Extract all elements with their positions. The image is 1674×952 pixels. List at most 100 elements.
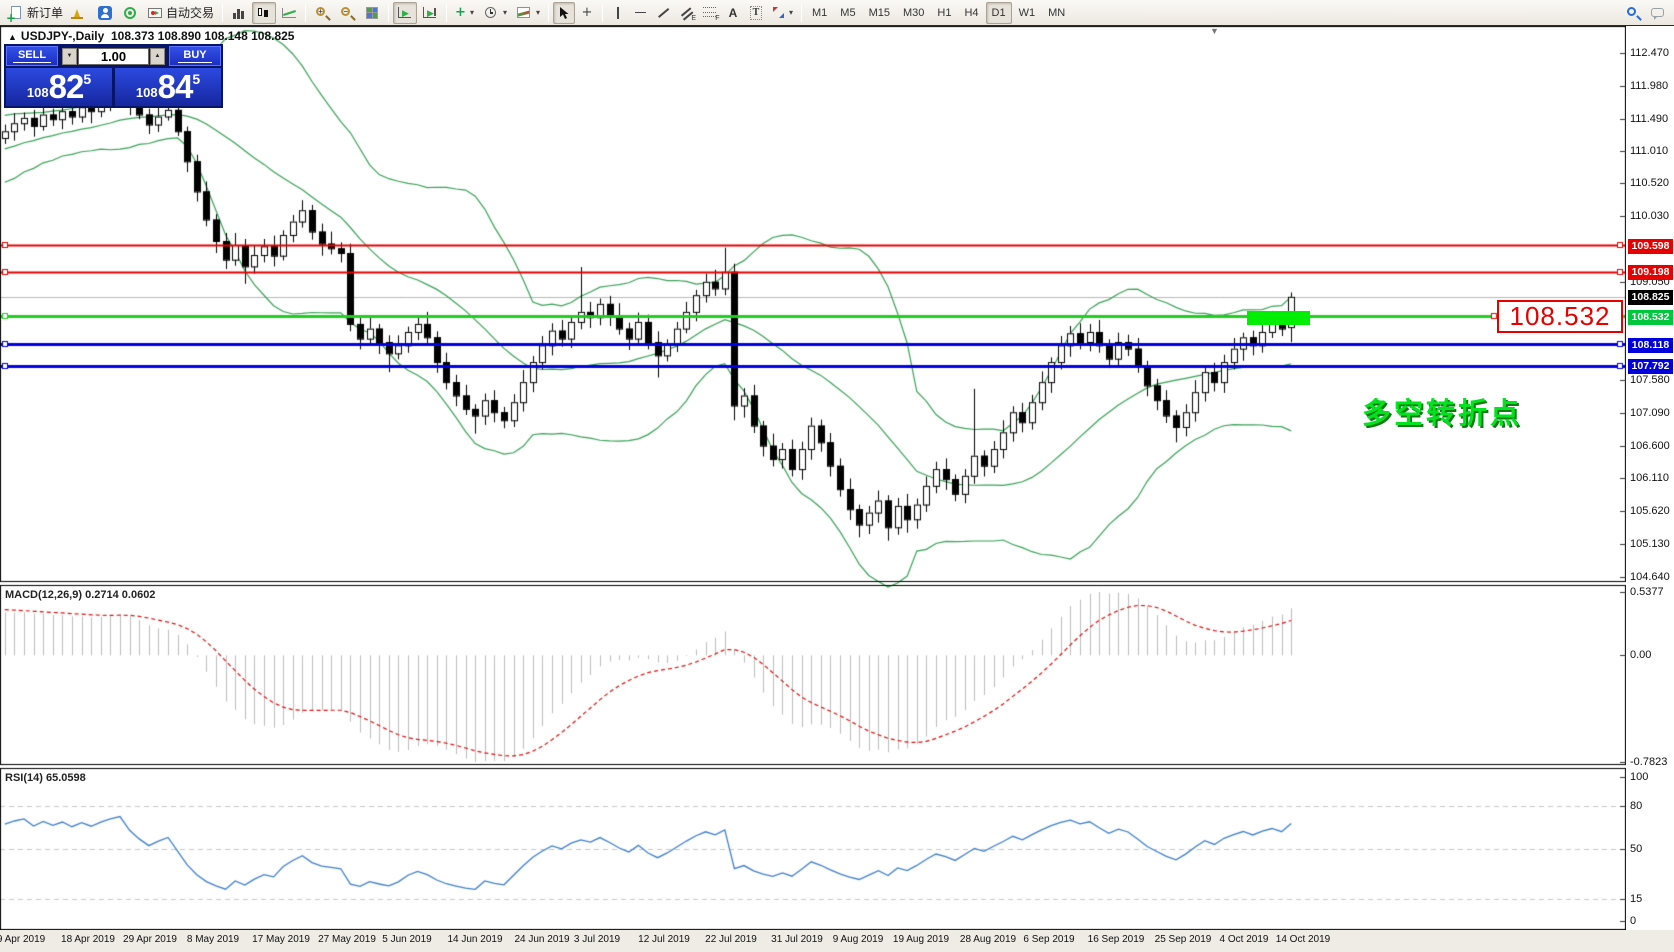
zoom-out-button[interactable]: − [335,2,359,24]
line-chart-icon [281,5,297,21]
buy-button[interactable]: BUY [169,46,221,66]
volume-decrease-button[interactable]: ▼ [62,47,77,65]
timeframe-h4[interactable]: H4 [964,6,979,19]
date-axis-label: 16 Sep 2019 [1087,934,1145,945]
arrows-icon [772,6,785,19]
periods-button[interactable]: ▾ [479,2,511,24]
timeframe-m1[interactable]: M1 [812,6,828,19]
price-axis-label: 107.090 [1630,406,1670,419]
toolbar: + 新订单 自动交易 + − ▶ ▶ + ▾ [0,0,1674,26]
chat-button[interactable] [1646,2,1670,24]
timeframe-mn[interactable]: MN [1048,6,1066,19]
cursor-icon [559,6,569,19]
date-axis-label: 22 Jul 2019 [705,934,757,945]
date-axis-label: 31 Jul 2019 [771,934,823,945]
price-line-label: 109.598 [1628,238,1673,254]
price-line-label: 107.792 [1628,359,1673,375]
ohlc-values: 108.373 108.890 108.148 108.825 [110,29,295,43]
fibonacci-button[interactable]: F [699,2,721,24]
signal-icon [122,5,138,21]
crosshair-button[interactable]: + [576,2,598,24]
text-button[interactable]: A [722,2,744,24]
chart-shift-button[interactable]: ▶ [418,2,442,24]
rsi-label: RSI(14) 65.0598 [5,772,86,784]
bar-chart-button[interactable] [227,2,251,24]
market-button[interactable] [93,2,117,24]
price-axis-label: 112.470 [1630,47,1669,59]
highlight-rectangle[interactable] [1247,311,1310,325]
timeframe-m5[interactable]: M5 [840,6,856,19]
volume-increase-button[interactable]: ▲ [150,47,165,65]
text-label-button[interactable]: T [745,2,767,24]
price-line-label: 108.825 [1628,290,1673,306]
one-click-trading-panel: SELL ▼ 1.00 ▲ BUY 108 82 5 108 84 5 [4,44,223,108]
date-axis-label: 9 Apr 2019 [0,934,46,945]
price-axis-label: 111.010 [1630,144,1669,157]
template-icon [516,5,532,21]
tile-windows-button[interactable] [360,2,384,24]
toolbar-separator [601,3,603,22]
sell-price[interactable]: 108 82 5 [6,68,112,106]
search-icon [1625,5,1641,21]
chart-title: ▲ USDJPY-,Daily 108.373 108.890 108.148 1… [8,29,294,43]
sell-button[interactable]: SELL [6,46,58,66]
horizontal-line-button[interactable] [630,2,652,24]
date-axis-label: 3 Jul 2019 [573,934,621,945]
date-axis-label: 19 Aug 2019 [892,934,950,945]
toolbar-separator [222,3,224,22]
timeframe-d1[interactable]: D1 [985,1,1012,24]
date-axis-label: 14 Oct 2019 [1275,934,1331,945]
price-line-label: 108.118 [1628,337,1673,353]
macd-axis-label: 0.5377 [1630,586,1664,598]
clock-icon [483,5,499,21]
chart-canvas[interactable] [0,26,1626,930]
zoom-in-button[interactable]: + [310,2,334,24]
date-axis[interactable]: 9 Apr 2019 18 Apr 2019 29 Apr 2019 8 May 20… [0,930,1674,952]
indicators-button[interactable]: + ▾ [451,2,478,24]
volume-field[interactable]: 1.00 [78,47,149,65]
metaeditor-button[interactable] [68,2,92,24]
chart-shift-marker[interactable]: ▼ [1210,26,1219,36]
date-axis-label: 24 Jun 2019 [514,934,570,945]
vertical-line-button[interactable] [607,2,629,24]
turning-point-annotation[interactable]: 多空转折点 [1362,398,1523,430]
auto-scroll-button[interactable]: ▶ [393,1,418,24]
timeframe-m30[interactable]: M30 [902,6,925,19]
timeframe-w1[interactable]: W1 [1018,6,1036,19]
text-label-icon: T [749,5,763,20]
price-axis[interactable]: 112.470 111.980 111.490 111.010 110.520 110.0… [1626,26,1674,930]
price-axis-label: 106.600 [1630,439,1670,452]
collapse-icon[interactable]: ▲ [8,32,17,42]
price-axis-label: 111.980 [1630,79,1669,92]
signals-button[interactable] [118,2,142,24]
search-button[interactable] [1621,2,1645,24]
date-axis-label: 14 Jun 2019 [447,934,503,945]
buy-price[interactable]: 108 84 5 [115,68,221,106]
candlestick-chart-button[interactable] [252,1,277,24]
chevron-down-icon: ▾ [502,8,507,17]
templates-button[interactable]: ▾ [512,2,544,24]
timeframe-m15[interactable]: M15 [868,6,890,19]
new-order-icon: + [6,5,24,24]
new-order-button[interactable]: + 新订单 [4,2,67,24]
autotrading-button[interactable]: 自动交易 [143,2,218,24]
trendline-button[interactable] [653,2,675,24]
date-axis-label: 18 Apr 2019 [61,934,115,945]
toolbar-separator [388,3,390,22]
date-axis-label: 12 Jul 2019 [638,934,690,945]
date-axis-label: 25 Sep 2019 [1154,934,1212,945]
price-axis-label: 107.580 [1630,374,1670,387]
toolbar-separator [305,3,307,22]
crosshair-icon: + [581,5,593,20]
line-chart-button[interactable] [277,2,301,24]
timeframe-h1[interactable]: H1 [937,6,952,19]
date-axis-label: 29 Apr 2019 [123,934,177,945]
arrows-button[interactable]: ▾ [768,2,797,24]
toolbar-separator [547,3,549,22]
date-axis-label: 4 Oct 2019 [1219,934,1269,945]
user-monitor-icon [97,5,113,21]
price-level-label[interactable]: 108.532 [1497,300,1623,333]
cursor-button[interactable] [552,1,575,24]
channel-button[interactable]: E [676,2,698,24]
